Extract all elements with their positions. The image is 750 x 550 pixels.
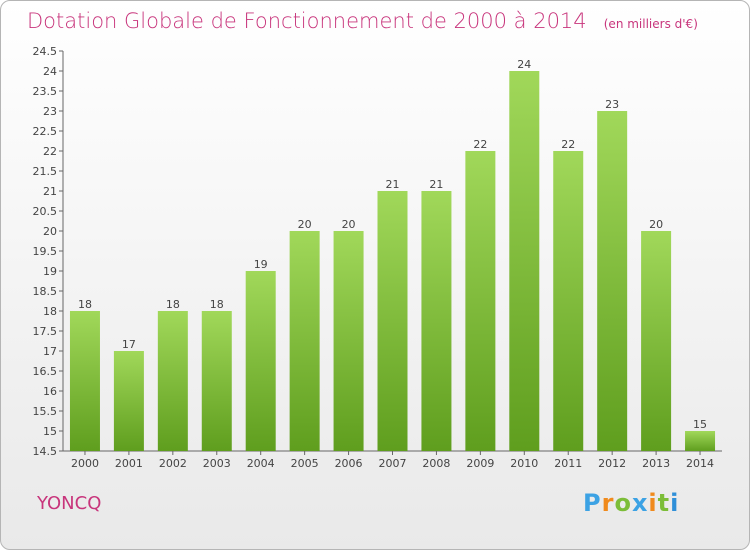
- y-tick-label: 20: [43, 225, 57, 238]
- title-row: Dotation Globale de Fonctionnement de 20…: [27, 9, 698, 33]
- bar-value-label: 17: [122, 338, 136, 351]
- bar-2005: [289, 231, 320, 451]
- y-tick-label: 23.5: [33, 85, 58, 98]
- x-tick-label: 2004: [247, 457, 275, 470]
- logo-letter-i2: i: [670, 489, 680, 517]
- bar-2010: [509, 71, 540, 451]
- x-tick-label: 2000: [71, 457, 99, 470]
- y-tick-label: 17: [43, 345, 57, 358]
- y-tick-label: 20.5: [33, 205, 58, 218]
- y-tick-label: 14.5: [33, 445, 58, 458]
- bar-value-label: 20: [298, 218, 312, 231]
- bar-value-label: 21: [386, 178, 400, 191]
- bar-2004: [245, 271, 276, 451]
- x-tick-label: 2011: [554, 457, 582, 470]
- bar-2003: [201, 311, 232, 451]
- y-tick-label: 24.5: [33, 45, 58, 58]
- logo-letter-x: x: [631, 489, 649, 517]
- chart-title: Dotation Globale de Fonctionnement de 20…: [27, 9, 587, 33]
- y-tick-label: 15.5: [33, 405, 58, 418]
- y-tick-label: 19.5: [33, 245, 58, 258]
- x-tick-label: 2009: [466, 457, 494, 470]
- y-tick-label: 22.5: [33, 125, 58, 138]
- logo-letter-r: r: [601, 489, 615, 517]
- bar-value-label: 20: [342, 218, 356, 231]
- logo-letter-i: i: [648, 489, 658, 517]
- bar-value-label: 22: [473, 138, 487, 151]
- bar-2001: [113, 351, 144, 451]
- y-tick-label: 16: [43, 385, 57, 398]
- bar-2007: [377, 191, 408, 451]
- bar-2011: [553, 151, 584, 451]
- bar-value-label: 18: [78, 298, 92, 311]
- x-tick-label: 2003: [203, 457, 231, 470]
- x-tick-label: 2001: [115, 457, 143, 470]
- x-tick-label: 2012: [598, 457, 626, 470]
- proxiti-logo: Proxiti: [583, 489, 679, 517]
- y-tick-label: 19: [43, 265, 57, 278]
- x-tick-label: 2010: [510, 457, 538, 470]
- logo-letter-t: t: [657, 489, 671, 517]
- x-tick-label: 2002: [159, 457, 187, 470]
- y-tick-label: 21: [43, 185, 57, 198]
- bar-value-label: 20: [649, 218, 663, 231]
- bar-value-label: 18: [166, 298, 180, 311]
- city-label: YONCQ: [37, 493, 102, 514]
- bar-2006: [333, 231, 364, 451]
- logo-letter-p: P: [583, 489, 602, 517]
- x-tick-label: 2008: [422, 457, 450, 470]
- x-tick-label: 2007: [379, 457, 407, 470]
- bar-2009: [465, 151, 496, 451]
- y-tick-label: 15: [43, 425, 57, 438]
- x-tick-label: 2014: [686, 457, 714, 470]
- bar-value-label: 15: [693, 418, 707, 431]
- bar-2000: [69, 311, 100, 451]
- bar-2012: [597, 111, 628, 451]
- bar-value-label: 19: [254, 258, 268, 271]
- logo-letter-o: o: [614, 489, 632, 517]
- y-tick-label: 18: [43, 305, 57, 318]
- y-tick-label: 22: [43, 145, 57, 158]
- bar-2008: [421, 191, 452, 451]
- y-tick-label: 17.5: [33, 325, 58, 338]
- bar-value-label: 18: [210, 298, 224, 311]
- x-tick-label: 2006: [335, 457, 363, 470]
- x-tick-label: 2013: [642, 457, 670, 470]
- bar-value-label: 23: [605, 98, 619, 111]
- chart-subtitle: (en milliers d'€): [603, 17, 698, 31]
- x-tick-label: 2005: [291, 457, 319, 470]
- y-tick-label: 18.5: [33, 285, 58, 298]
- bar-2013: [641, 231, 672, 451]
- y-tick-label: 21.5: [33, 165, 58, 178]
- y-tick-label: 16.5: [33, 365, 58, 378]
- bar-2002: [157, 311, 188, 451]
- bar-value-label: 21: [429, 178, 443, 191]
- bar-value-label: 22: [561, 138, 575, 151]
- y-tick-label: 23: [43, 105, 57, 118]
- bar-2014: [685, 431, 716, 451]
- y-tick-label: 24: [43, 65, 57, 78]
- bar-value-label: 24: [517, 58, 531, 71]
